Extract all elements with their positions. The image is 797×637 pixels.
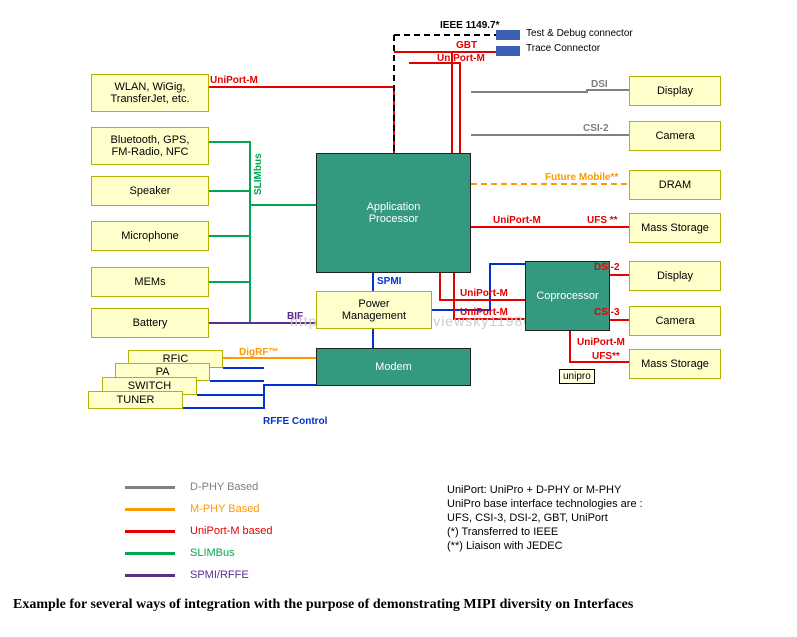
node-spk: Speaker — [91, 176, 209, 206]
node-batt-label: Battery — [129, 315, 172, 331]
line-label-10: UFS ** — [587, 215, 618, 226]
conn-25 — [183, 385, 316, 408]
node-disp1: Display — [629, 76, 721, 106]
connector-tdbg — [496, 30, 520, 40]
note-line-0: UniPort: UniPro + D-PHY or M-PHY — [447, 484, 621, 496]
node-cam1-label: Camera — [651, 128, 698, 144]
line-label-15: UniPort-M — [460, 288, 508, 299]
line-label-4: DigRF™ — [239, 347, 278, 358]
node-spk-label: Speaker — [126, 183, 175, 199]
node-ap-label: Application Processor — [363, 199, 425, 227]
node-mstor1-label: Mass Storage — [637, 220, 713, 236]
node-wlan-label: WLAN, WiGig, TransferJet, etc. — [106, 79, 193, 107]
node-tuner: TUNER — [88, 391, 183, 409]
legend-swatch-4 — [125, 574, 175, 577]
node-dram-label: DRAM — [655, 177, 695, 193]
note-line-3: (*) Transferred to IEEE — [447, 526, 558, 538]
node-cop-label: Coprocessor — [532, 288, 602, 304]
line-label-3: SPMI — [377, 276, 401, 287]
node-cam2: Camera — [629, 306, 721, 336]
node-ap: Application Processor — [316, 153, 471, 273]
line-label-6: DSI — [591, 79, 608, 90]
line-label-8: Future Mobile** — [545, 172, 618, 183]
legend-swatch-2 — [125, 530, 175, 533]
line-label-20: Test & Debug connector — [526, 28, 633, 39]
node-pwr-label: Power Management — [338, 296, 410, 324]
line-label-11: DSI-2 — [594, 262, 620, 273]
line-label-13: UniPort-M — [577, 337, 625, 348]
conn-11 — [471, 90, 629, 92]
line-label-12: CSI-3 — [594, 307, 620, 318]
node-disp2: Display — [629, 261, 721, 291]
line-label-1: SLIMbus — [253, 153, 264, 195]
line-label-18: GBT — [456, 40, 477, 51]
node-cam1: Camera — [629, 121, 721, 151]
node-cam2-label: Camera — [651, 313, 698, 329]
legend-label-1: M-PHY Based — [190, 503, 260, 515]
line-label-2: BIF — [287, 311, 303, 322]
legend-label-3: SLIMBus — [190, 547, 235, 559]
node-mems: MEMs — [91, 267, 209, 297]
node-disp1-label: Display — [653, 83, 697, 99]
connector-trace — [496, 46, 520, 56]
node-disp2-label: Display — [653, 268, 697, 284]
line-label-16: UniPort-M — [460, 307, 508, 318]
line-label-5: RFFE Control — [263, 416, 327, 427]
figure-caption: Example for several ways of integration … — [13, 597, 773, 613]
line-label-9: UniPort-M — [493, 215, 541, 226]
node-mems-label: MEMs — [130, 274, 169, 290]
legend-label-2: UniPort-M based — [190, 525, 273, 537]
node-tuner-label: TUNER — [113, 392, 159, 408]
node-mstor2-label: Mass Storage — [637, 356, 713, 372]
node-batt: Battery — [91, 308, 209, 338]
node-mstor2: Mass Storage — [629, 349, 721, 379]
legend-swatch-1 — [125, 508, 175, 511]
node-bt: Bluetooth, GPS, FM-Radio, NFC — [91, 127, 209, 165]
legend-label-4: SPMI/RFFE — [190, 569, 249, 581]
note-line-4: (**) Liaison with JEDEC — [447, 540, 563, 552]
node-mic-label: Microphone — [117, 228, 182, 244]
node-pwr: Power Management — [316, 291, 432, 329]
line-label-7: CSI-2 — [583, 123, 609, 134]
legend-label-0: D-PHY Based — [190, 481, 258, 493]
conn-0 — [209, 87, 394, 153]
line-label-17: IEEE 1149.7* — [440, 20, 500, 31]
node-modem: Modem — [316, 348, 471, 386]
line-label-19: UniPort-M — [437, 53, 485, 64]
node-modem-label: Modem — [371, 359, 416, 375]
note-line-1: UniPro base interface technologies are : — [447, 498, 643, 510]
legend-swatch-0 — [125, 486, 175, 489]
legend-swatch-3 — [125, 552, 175, 555]
line-label-0: UniPort-M — [210, 75, 258, 86]
note-line-2: UFS, CSI-3, DSI-2, GBT, UniPort — [447, 512, 608, 524]
node-dram: DRAM — [629, 170, 721, 200]
conn-20 — [394, 52, 452, 153]
node-wlan: WLAN, WiGig, TransferJet, etc. — [91, 74, 209, 112]
line-label-14: UFS** — [592, 351, 620, 362]
line-label-21: Trace Connector — [526, 43, 600, 54]
node-mstor1: Mass Storage — [629, 213, 721, 243]
node-bt-label: Bluetooth, GPS, FM-Radio, NFC — [107, 132, 194, 160]
tooltip-unipro: unipro — [559, 369, 595, 384]
node-mic: Microphone — [91, 221, 209, 251]
